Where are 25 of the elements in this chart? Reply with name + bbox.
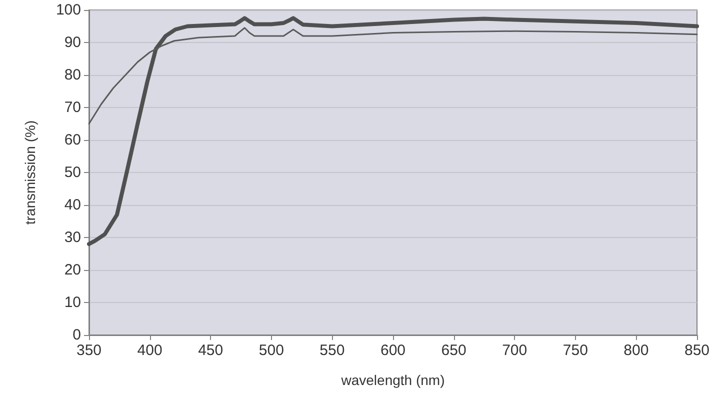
x-tick-label: 350 — [76, 342, 102, 359]
x-tick-label: 600 — [380, 342, 406, 359]
line-series — [87, 16, 699, 246]
y-tick-label: 30 — [64, 229, 81, 246]
x-tick-label: 800 — [624, 342, 649, 359]
y-tick-label: 0 — [72, 326, 81, 344]
x-tick-label: 850 — [684, 342, 710, 359]
y-tick-label: 10 — [64, 294, 81, 311]
x-axis-title: wavelength (nm) — [340, 372, 445, 388]
y-tick-label: 50 — [64, 164, 81, 181]
y-tick-label: 70 — [64, 99, 81, 116]
y-tick-label: 40 — [64, 196, 81, 214]
x-tick-label: 550 — [320, 342, 345, 359]
y-tick-label: 90 — [64, 34, 81, 51]
y-tick-label: 20 — [64, 262, 81, 278]
x-tick-label: 400 — [137, 342, 162, 359]
y-axis-title: transmission (%) — [22, 120, 38, 225]
y-tick-label: 100 — [56, 2, 81, 18]
y-tick-label: 80 — [64, 66, 81, 84]
y-tick-label: 60 — [64, 132, 81, 148]
x-tick-label: 700 — [502, 342, 528, 359]
x-tick-label: 450 — [198, 342, 224, 359]
x-tick-label: 650 — [441, 342, 466, 359]
x-tick-label: 500 — [258, 342, 284, 359]
x-tick-label: 750 — [562, 342, 588, 359]
